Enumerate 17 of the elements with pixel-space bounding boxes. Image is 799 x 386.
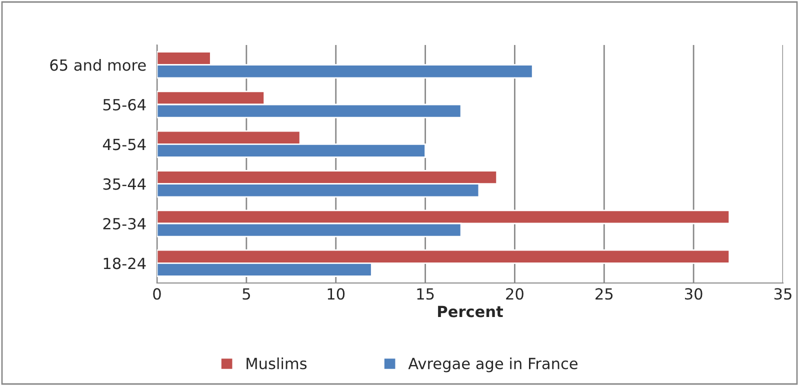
y-tick-label: 35-44	[103, 178, 146, 190]
x-axis-title: Percent	[438, 306, 503, 318]
y-tick-label: 45-54	[102, 138, 146, 150]
x-tick-label: 25	[596, 288, 613, 300]
x-tick-label: 20	[506, 288, 524, 300]
x-tick-label: 10	[328, 288, 345, 300]
legend-label: Avregae age in France	[408, 357, 578, 372]
y-tick-label: 55-64	[103, 98, 146, 111]
y-tick-label: 25-34	[103, 218, 146, 230]
x-tick-label: 15	[417, 288, 434, 300]
legend-label: Muslims	[246, 357, 307, 370]
x-tick-label: 30	[685, 288, 702, 300]
y-tick-label: 65 and more	[50, 59, 146, 71]
x-tick-label: 35	[774, 288, 792, 300]
x-tick-label: 0	[153, 288, 161, 300]
x-tick-label: 5	[242, 288, 250, 300]
y-tick-label: 18-24	[104, 258, 146, 270]
